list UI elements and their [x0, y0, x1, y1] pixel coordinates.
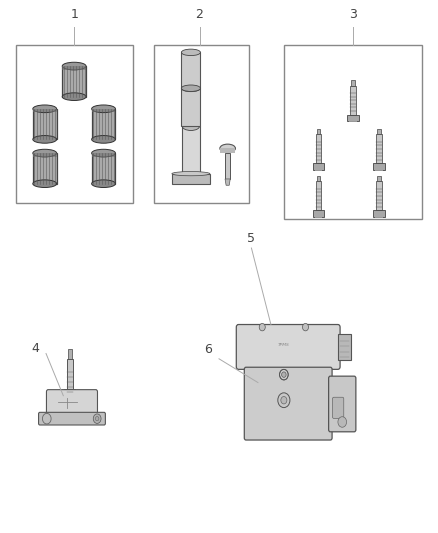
Bar — [33, 109, 57, 112]
Text: 2: 2 — [196, 8, 204, 21]
Bar — [64, 389, 75, 397]
Bar — [220, 148, 236, 152]
Bar — [376, 134, 381, 163]
Ellipse shape — [62, 62, 86, 70]
Bar — [317, 176, 320, 181]
Bar — [16, 45, 133, 203]
Ellipse shape — [33, 180, 57, 188]
Bar — [284, 45, 422, 219]
Circle shape — [278, 393, 290, 408]
Bar — [376, 181, 381, 211]
Text: 6: 6 — [204, 343, 212, 356]
Bar — [92, 109, 116, 140]
Circle shape — [93, 414, 101, 423]
Bar — [351, 80, 355, 86]
Bar — [375, 217, 383, 218]
Bar — [62, 66, 86, 96]
Ellipse shape — [181, 85, 201, 92]
Circle shape — [338, 417, 346, 427]
Ellipse shape — [62, 93, 86, 101]
Ellipse shape — [172, 172, 210, 176]
Circle shape — [259, 324, 265, 331]
Bar — [314, 169, 322, 171]
Ellipse shape — [33, 105, 57, 112]
Bar — [313, 163, 324, 169]
Bar — [33, 153, 57, 157]
Text: 5: 5 — [247, 232, 255, 245]
Ellipse shape — [33, 135, 57, 143]
Bar — [316, 181, 321, 211]
Bar — [377, 129, 381, 134]
Bar — [154, 45, 249, 203]
Bar — [313, 211, 324, 217]
Bar — [62, 66, 86, 70]
Text: 4: 4 — [31, 342, 39, 355]
Circle shape — [303, 324, 308, 331]
Ellipse shape — [92, 180, 116, 188]
Bar — [92, 153, 116, 184]
Ellipse shape — [92, 135, 116, 143]
Text: 3: 3 — [349, 8, 357, 21]
Ellipse shape — [181, 49, 201, 55]
Bar — [375, 169, 383, 171]
FancyBboxPatch shape — [236, 325, 340, 369]
Bar — [67, 349, 72, 359]
Bar — [92, 109, 116, 112]
Bar — [349, 121, 357, 122]
Circle shape — [282, 372, 286, 377]
Bar — [377, 176, 381, 181]
Bar — [181, 88, 201, 126]
Bar — [373, 163, 385, 169]
FancyBboxPatch shape — [39, 413, 106, 425]
Bar — [347, 115, 359, 121]
Bar — [314, 217, 322, 218]
Bar — [33, 153, 57, 184]
Bar — [373, 211, 385, 217]
Text: TPMS: TPMS — [278, 343, 290, 347]
Bar — [67, 359, 73, 398]
Text: 1: 1 — [70, 8, 78, 21]
Bar — [316, 134, 321, 163]
Bar — [172, 174, 210, 184]
Bar — [92, 153, 116, 157]
Ellipse shape — [182, 122, 200, 131]
FancyBboxPatch shape — [46, 390, 98, 418]
Circle shape — [281, 397, 287, 404]
Polygon shape — [225, 179, 230, 185]
Bar — [33, 109, 57, 140]
Bar — [317, 129, 320, 134]
Bar — [181, 52, 201, 88]
Ellipse shape — [33, 149, 57, 157]
Ellipse shape — [181, 85, 201, 92]
Bar — [182, 126, 200, 174]
Ellipse shape — [220, 144, 236, 152]
Ellipse shape — [92, 105, 116, 112]
FancyBboxPatch shape — [332, 397, 344, 418]
Bar — [338, 334, 351, 360]
Bar — [225, 152, 230, 179]
FancyBboxPatch shape — [244, 367, 332, 440]
Bar — [350, 86, 356, 115]
Circle shape — [95, 417, 99, 421]
FancyBboxPatch shape — [328, 376, 356, 432]
Ellipse shape — [92, 149, 116, 157]
